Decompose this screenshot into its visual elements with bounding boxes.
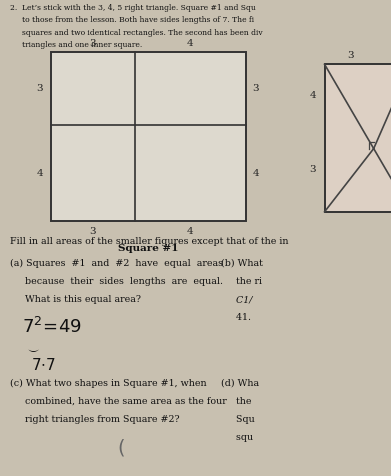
Text: (d) Wha: (d) Wha [221, 378, 259, 387]
Text: squ: squ [221, 433, 253, 442]
Text: C1/: C1/ [221, 295, 253, 304]
Text: 3: 3 [347, 50, 353, 60]
Text: right triangles from Square #2?: right triangles from Square #2? [10, 415, 179, 424]
Text: the: the [221, 397, 251, 406]
Bar [51, 52, 246, 221]
Text: 4: 4 [309, 91, 316, 100]
Text: to those from the lesson. Both have sides lengths of 7. The fi: to those from the lesson. Both have side… [22, 16, 254, 24]
Text: $7{\cdot}7$: $7{\cdot}7$ [31, 357, 56, 373]
Text: Fill in all areas of the smaller figures except that of the in: Fill in all areas of the smaller figures… [10, 237, 288, 246]
Text: 3: 3 [36, 84, 43, 93]
Text: the ri: the ri [221, 277, 262, 286]
Text: (a) Squares  #1  and  #2  have  equal  areas: (a) Squares #1 and #2 have equal areas [10, 259, 223, 268]
Text: 4: 4 [252, 169, 259, 178]
Text: $($: $($ [117, 437, 125, 458]
Text: triangles and one inner square.: triangles and one inner square. [22, 41, 142, 49]
Text: $7^2\!=\!49$: $7^2\!=\!49$ [22, 317, 82, 337]
Text: Square #1: Square #1 [118, 244, 179, 253]
Text: 4: 4 [187, 39, 194, 48]
Text: 3: 3 [309, 165, 316, 174]
Text: (b) What: (b) What [221, 259, 263, 268]
Text: 3: 3 [90, 39, 96, 48]
Text: 3: 3 [90, 227, 96, 236]
Bar [325, 64, 391, 212]
Text: combined, have the same area as the four: combined, have the same area as the four [10, 397, 226, 406]
Text: 3: 3 [252, 84, 259, 93]
Text: 4: 4 [36, 169, 43, 178]
Text: because  their  sides  lengths  are  equal.: because their sides lengths are equal. [10, 277, 223, 286]
Text: What is this equal area?: What is this equal area? [10, 295, 141, 304]
Text: $\smile$: $\smile$ [25, 345, 40, 355]
Text: squares and two identical rectangles. The second has been div: squares and two identical rectangles. Th… [22, 29, 262, 37]
Text: (c) What two shapes in Square #1, when: (c) What two shapes in Square #1, when [10, 378, 206, 387]
Text: 4: 4 [187, 227, 194, 236]
Text: Squ: Squ [221, 415, 255, 424]
Text: 2.  Let’s stick with the 3, 4, 5 right triangle. Square #1 and Squ: 2. Let’s stick with the 3, 4, 5 right tr… [10, 4, 256, 12]
Text: 41.: 41. [221, 313, 251, 322]
